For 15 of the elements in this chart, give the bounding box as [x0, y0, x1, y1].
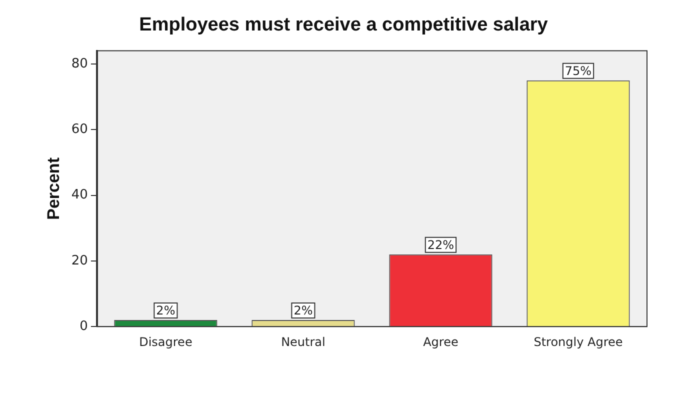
data-label: 2% — [156, 304, 176, 318]
y-axis-title: Percent — [44, 157, 63, 220]
data-label: 75% — [564, 64, 592, 78]
y-tick-label: 60 — [71, 122, 88, 137]
y-tick-label: 0 — [80, 318, 88, 334]
y-tick-label: 20 — [71, 253, 88, 268]
x-tick-label: Neutral — [281, 334, 326, 349]
x-tick-label: Disagree — [139, 334, 192, 349]
chart-title: Employees must receive a competitive salary — [139, 14, 548, 36]
y-tick-label: 40 — [71, 188, 88, 203]
data-label: 2% — [294, 304, 313, 318]
data-label: 22% — [427, 238, 454, 252]
y-tick-label: 80 — [71, 56, 88, 72]
x-tick-label: Agree — [423, 334, 458, 349]
x-tick-label: Strongly Agree — [534, 334, 623, 349]
